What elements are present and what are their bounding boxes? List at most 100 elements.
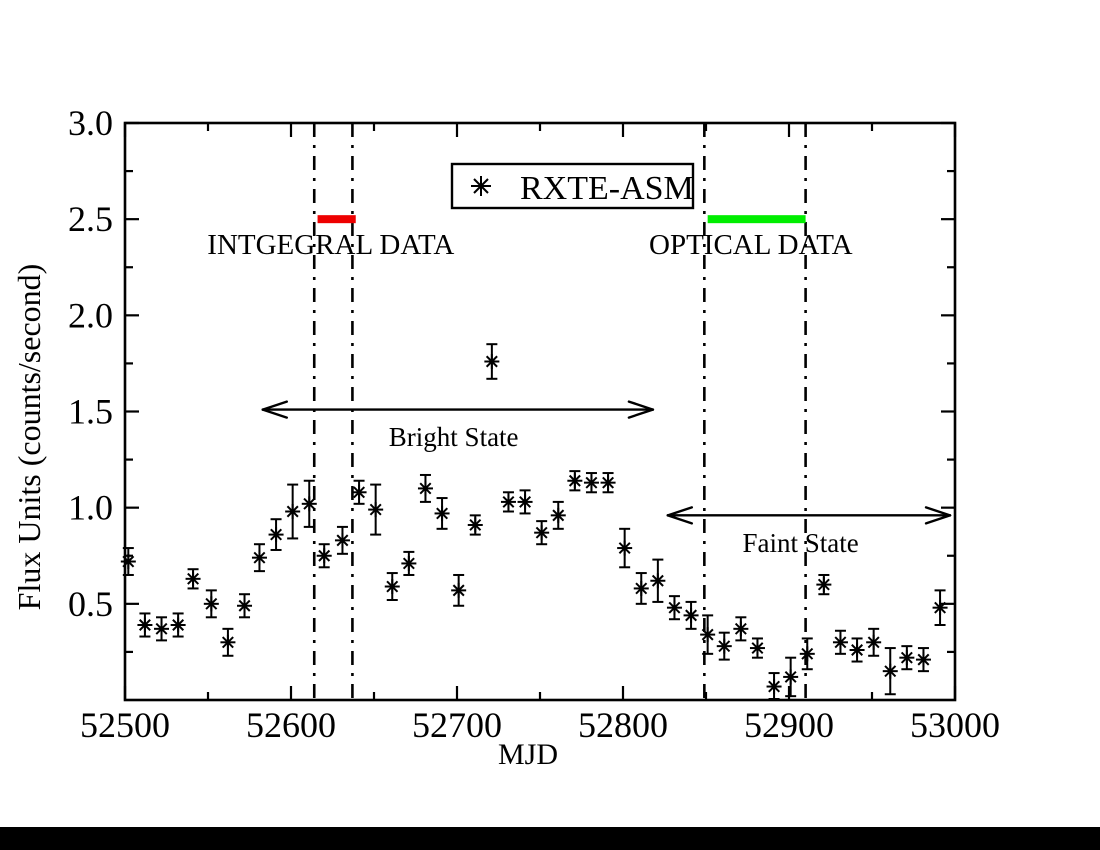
bottom-letterbox-bar (0, 827, 1100, 850)
asterisk-marker (172, 619, 185, 631)
state-boundary-dashdot-lines (312, 123, 807, 700)
asterisk-marker (336, 534, 349, 547)
y-tick-label: 2.5 (68, 199, 113, 239)
state-range-arrows (261, 400, 952, 525)
arrow-line (627, 408, 655, 419)
asterisk-marker (701, 628, 714, 641)
asterisk-marker (138, 619, 151, 631)
arrow-label: Faint State (742, 528, 858, 558)
data-point (401, 550, 417, 576)
data-point (666, 595, 682, 621)
asterisk-marker (751, 642, 764, 655)
asterisk-marker (402, 557, 415, 570)
x-tick-label: 52500 (80, 705, 170, 745)
asterisk-marker (651, 574, 664, 587)
asterisk-marker (386, 580, 399, 593)
data-point (170, 612, 186, 638)
data-point (617, 527, 633, 569)
text-annotations: INTGEGRAL DATA OPTICAL DATA Bright State Fa… (207, 229, 858, 558)
arrow-line (924, 514, 952, 525)
y-tick-label: 1.5 (68, 392, 113, 432)
data-point (583, 472, 599, 494)
asterisk-marker (221, 636, 234, 649)
asterisk-marker (734, 622, 747, 635)
data-point (600, 472, 616, 494)
x-tick-label: 52600 (246, 705, 336, 745)
axis-ticks (123, 121, 957, 700)
x-axis-title: MJD (498, 738, 558, 771)
data-point (783, 656, 799, 698)
span-label: INTGEGRAL DATA (207, 229, 454, 261)
data-point (220, 627, 236, 657)
asterisk-marker (452, 584, 465, 597)
data-point (733, 616, 749, 642)
data-point (716, 631, 732, 661)
data-point (451, 573, 467, 607)
x-tick-label: 52700 (412, 705, 502, 745)
data-point (268, 518, 284, 551)
data-point (534, 520, 550, 546)
data-point (849, 637, 865, 663)
asterisk-marker (303, 497, 316, 510)
observation-span-bars (317, 215, 806, 224)
asterisk-marker (286, 505, 299, 518)
y-tick-label: 2.0 (68, 295, 113, 335)
asterisk-marker (238, 599, 251, 612)
asterisk-marker (519, 495, 532, 508)
y-tick-label: 3.0 (68, 103, 113, 143)
data-point (915, 647, 931, 673)
asterisk-marker (535, 526, 548, 539)
data-point (185, 568, 201, 590)
y-axis-title: Flux Units (counts/second) (11, 264, 47, 611)
asterisk-marker (585, 476, 598, 489)
asterisk-marker (834, 636, 847, 649)
plot-canvas: 52500 52600 52700 52800 52900 53000 0.5 1.0 1.5 2… (11, 103, 1000, 771)
data-point (434, 497, 450, 530)
asterisk-marker (502, 495, 515, 508)
data-point (203, 589, 219, 619)
x-tick-label: 52800 (578, 705, 668, 745)
integral-span-bar (317, 215, 356, 224)
asterisk-marker (917, 653, 930, 666)
data-point (316, 543, 332, 569)
arrow-line (924, 506, 952, 517)
data-point (700, 614, 716, 655)
asterisk-marker (801, 647, 814, 660)
arrow-label: Bright State (389, 422, 519, 452)
data-points-layer (120, 343, 948, 700)
asterisk-marker (718, 640, 731, 653)
asterisk-marker (851, 644, 864, 656)
asterisk-marker (817, 578, 830, 591)
data-point (517, 489, 533, 515)
data-point (484, 343, 500, 380)
data-point (334, 525, 350, 555)
asterisk-marker (867, 636, 880, 649)
asterisk-marker (187, 572, 200, 585)
data-point (683, 600, 699, 630)
data-point (550, 500, 566, 530)
data-point (799, 637, 815, 671)
asterisk-marker (784, 670, 797, 683)
asterisk-marker (270, 528, 283, 541)
legend-box (450, 162, 695, 210)
asterisk-marker (618, 542, 631, 555)
span-label: OPTICAL DATA (649, 229, 853, 261)
data-point (766, 672, 782, 700)
asterisk-marker (685, 609, 698, 622)
data-point (417, 473, 433, 503)
data-point (899, 645, 915, 671)
arrow-line (666, 506, 694, 517)
data-point (832, 629, 848, 655)
axis-tick-labels: 52500 52600 52700 52800 52900 53000 0.5 1.0 1.5 2… (68, 103, 1000, 745)
data-point (816, 573, 832, 596)
asterisk-marker (635, 582, 648, 595)
data-point (351, 479, 367, 505)
data-point (154, 616, 170, 642)
data-point (749, 637, 765, 659)
asterisk-icon (471, 176, 491, 196)
arrow-line (261, 400, 288, 411)
data-point (301, 479, 317, 528)
data-point (932, 589, 948, 626)
asterisk-marker (884, 665, 897, 678)
